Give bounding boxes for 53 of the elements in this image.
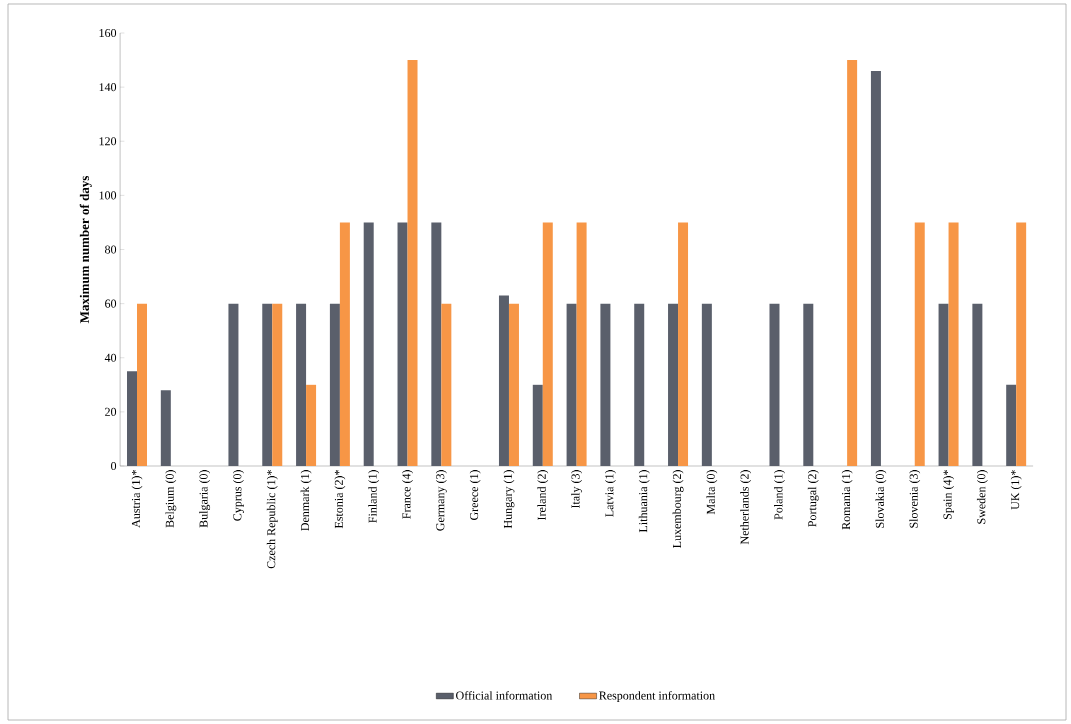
y-tick-label: 40 bbox=[104, 353, 117, 362]
bar bbox=[407, 60, 418, 466]
x-tick-label: Germany (3) bbox=[435, 470, 447, 531]
x-tick-label: Cyprus (0) bbox=[232, 470, 244, 521]
x-tick-label: Portugal (2) bbox=[807, 470, 819, 527]
x-tick-label: Luxembourg (2) bbox=[672, 470, 684, 548]
x-tick-label: Malta (0) bbox=[706, 470, 718, 515]
x-tick-label: Bulgaria (0) bbox=[199, 470, 211, 528]
bar bbox=[914, 222, 925, 466]
bar bbox=[1016, 222, 1027, 466]
bar bbox=[576, 222, 587, 466]
x-tick-label: Slovakia (0) bbox=[875, 470, 887, 528]
x-tick-label: France (4) bbox=[402, 470, 413, 519]
bar bbox=[678, 222, 689, 466]
x-tick-label: Ireland (2) bbox=[537, 470, 549, 521]
legend-label: Respondent information bbox=[599, 691, 715, 703]
x-tick-label: Spain (4)* bbox=[943, 470, 954, 520]
x-tick-label: Latvia (1) bbox=[604, 470, 616, 517]
x-tick-label: Lithuania (1) bbox=[638, 470, 650, 533]
bar bbox=[272, 303, 283, 466]
y-tick-label: 20 bbox=[105, 407, 117, 416]
x-tick-label: Austria (1)* bbox=[131, 470, 143, 528]
y-tick-label: 140 bbox=[99, 83, 117, 92]
bar bbox=[948, 222, 959, 466]
y-tick-label: 80 bbox=[105, 245, 117, 254]
x-tick-label: Netherlands (2) bbox=[740, 470, 752, 545]
x-tick-label: Italy (3) bbox=[571, 470, 583, 509]
bar bbox=[847, 60, 858, 466]
x-tick-label: Finland (1) bbox=[368, 470, 380, 523]
y-tick-label: 0 bbox=[111, 461, 117, 471]
x-tick-label: Poland (1) bbox=[774, 470, 785, 520]
bar bbox=[542, 222, 553, 466]
y-tick-label: 160 bbox=[99, 28, 117, 38]
x-tick-label: Slovenia (3) bbox=[909, 470, 921, 528]
legend-label: Official information bbox=[456, 691, 553, 700]
x-tick-label: Sweden (0) bbox=[976, 470, 988, 524]
bar bbox=[508, 303, 519, 466]
y-tick-label: 60 bbox=[105, 299, 117, 308]
bar bbox=[306, 384, 317, 466]
x-tick-label: Greece (1) bbox=[469, 470, 481, 521]
bar bbox=[137, 303, 147, 466]
x-tick-label: Czech Republic (1)* bbox=[266, 470, 278, 569]
x-tick-label: UK (1)* bbox=[1010, 470, 1022, 510]
x-tick-label: Hungary (1) bbox=[503, 470, 515, 529]
y-tick-label: 100 bbox=[99, 191, 117, 200]
y-tick-label: 120 bbox=[99, 137, 117, 146]
bar bbox=[339, 222, 350, 466]
x-tick-label: Estonia (2)* bbox=[334, 470, 346, 529]
x-tick-label: Romania (1) bbox=[841, 470, 853, 530]
x-tick-label: Denmark (1) bbox=[300, 470, 312, 531]
x-tick-label: Belgium (0) bbox=[165, 470, 177, 528]
bar bbox=[441, 303, 452, 466]
y-axis-title: Maximum number of days bbox=[79, 175, 92, 324]
